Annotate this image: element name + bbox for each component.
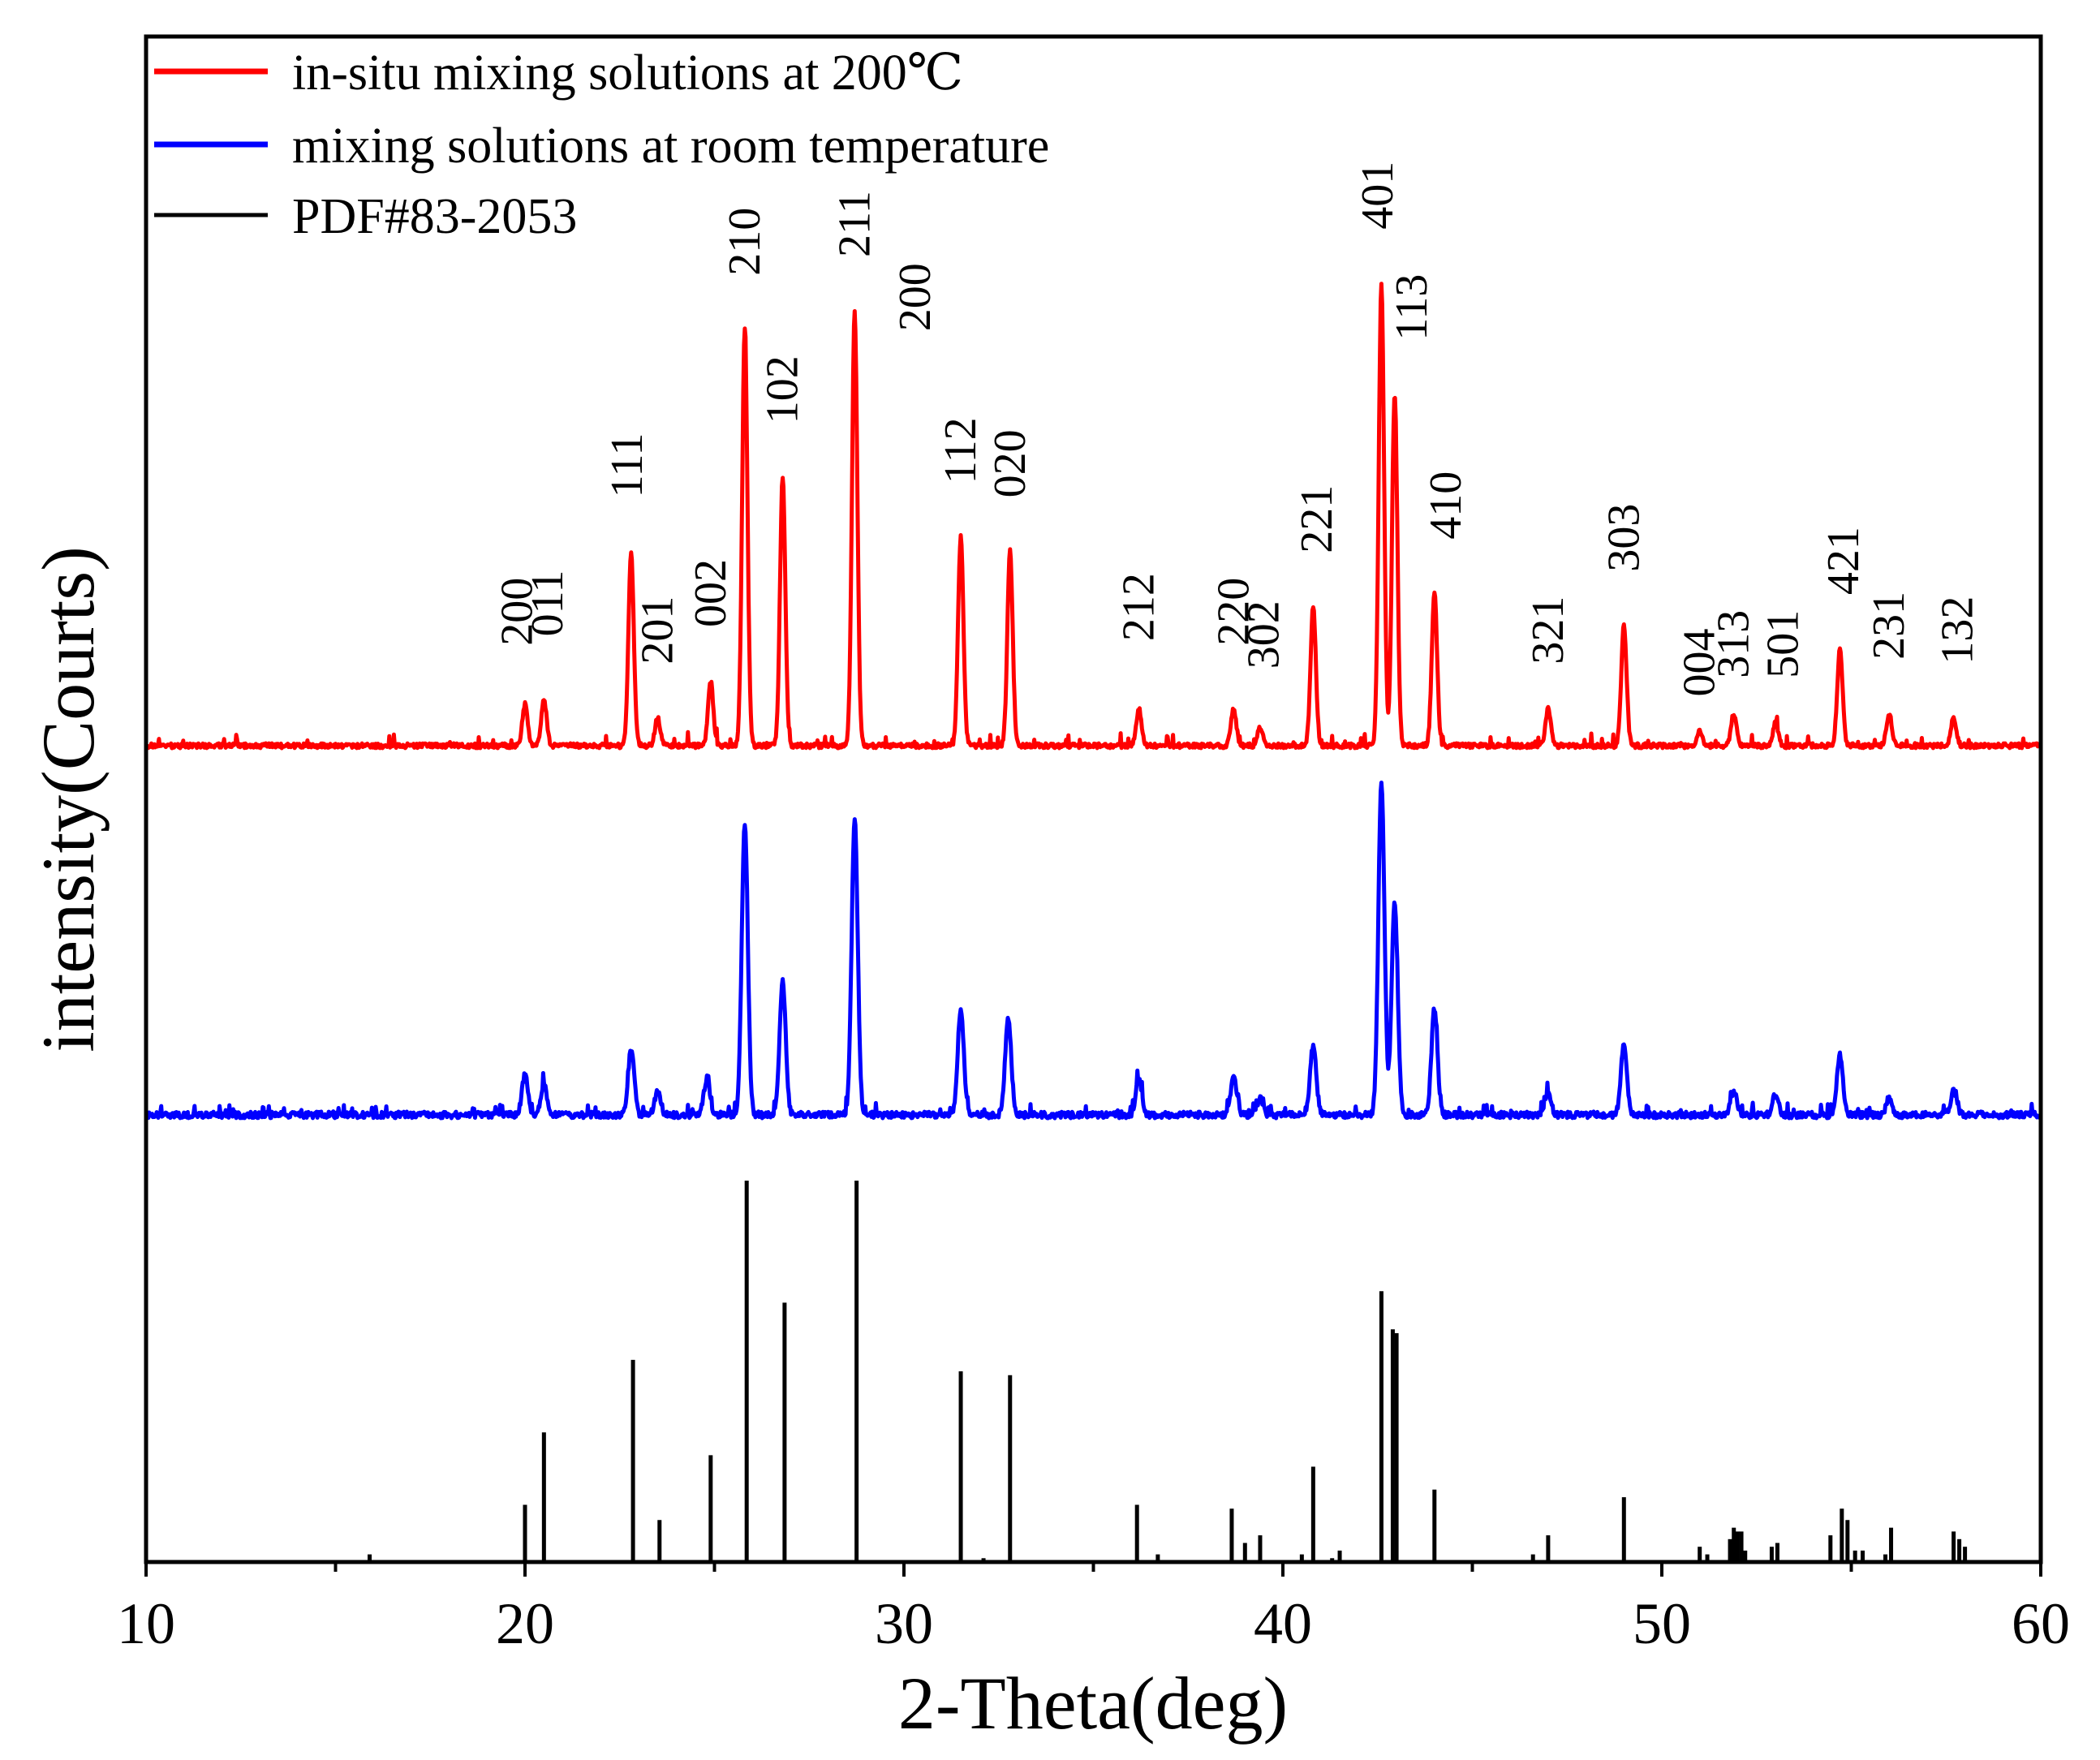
x-tick-label: 40 xyxy=(1254,1591,1312,1656)
legend-label: PDF#83-2053 xyxy=(292,189,577,244)
peak-label: 004 xyxy=(1675,629,1725,697)
legend-label: mixing solutions at room temperature xyxy=(292,118,1049,174)
x-tick-label: 50 xyxy=(1633,1591,1691,1656)
series-layer xyxy=(144,282,2043,1562)
peak-label: 132 xyxy=(1932,596,1982,665)
x-tick-label: 10 xyxy=(117,1591,175,1656)
peak-label: 011 xyxy=(523,570,573,636)
y-axis-title: intensity(Courts) xyxy=(27,546,110,1052)
peak-label: 221 xyxy=(1292,485,1342,553)
peak-label: 113 xyxy=(1387,274,1437,341)
legend-label: in-situ mixing solutions at 200℃ xyxy=(292,45,963,101)
peak-label: 200 xyxy=(493,578,543,646)
peak-label: 020 xyxy=(985,429,1035,497)
x-tick-labels: 10 20 30 40 50 60 xyxy=(117,1591,2070,1656)
peak-label: 111 xyxy=(602,433,652,498)
peak-label: 302 xyxy=(1239,600,1289,669)
legend: in-situ mixing solutions at 200℃ mixing … xyxy=(154,45,1049,244)
x-tick-label: 20 xyxy=(496,1591,554,1656)
series-line-blue xyxy=(144,781,2043,1121)
peak-label: 002 xyxy=(686,559,736,627)
peak-label: 313 xyxy=(1709,610,1759,678)
peak-label: 201 xyxy=(633,596,683,665)
peak-label: 421 xyxy=(1818,527,1869,595)
peak-label: 112 xyxy=(936,417,986,484)
peak-label: 410 xyxy=(1421,471,1471,540)
peak-label: 220 xyxy=(1208,578,1259,646)
peak-label: 212 xyxy=(1114,573,1164,641)
series-line-red xyxy=(144,282,2043,751)
x-axis-title: 2-Theta(deg) xyxy=(898,1662,1288,1745)
peak-label: 321 xyxy=(1523,596,1573,665)
peak-label: 102 xyxy=(758,355,808,424)
peak-label: 501 xyxy=(1758,610,1808,678)
peak-label: 401 xyxy=(1353,161,1403,230)
plot-frame xyxy=(144,34,2043,1564)
peak-label: 303 xyxy=(1599,504,1649,572)
peak-label: 231 xyxy=(1864,592,1914,660)
x-tick-label: 60 xyxy=(2012,1591,2070,1656)
peak-label: 200 xyxy=(890,263,940,331)
peak-label: 210 xyxy=(720,208,770,276)
x-tick-label: 30 xyxy=(875,1591,933,1656)
peak-label: 211 xyxy=(829,191,880,257)
x-axis-ticks xyxy=(144,1562,2042,1577)
